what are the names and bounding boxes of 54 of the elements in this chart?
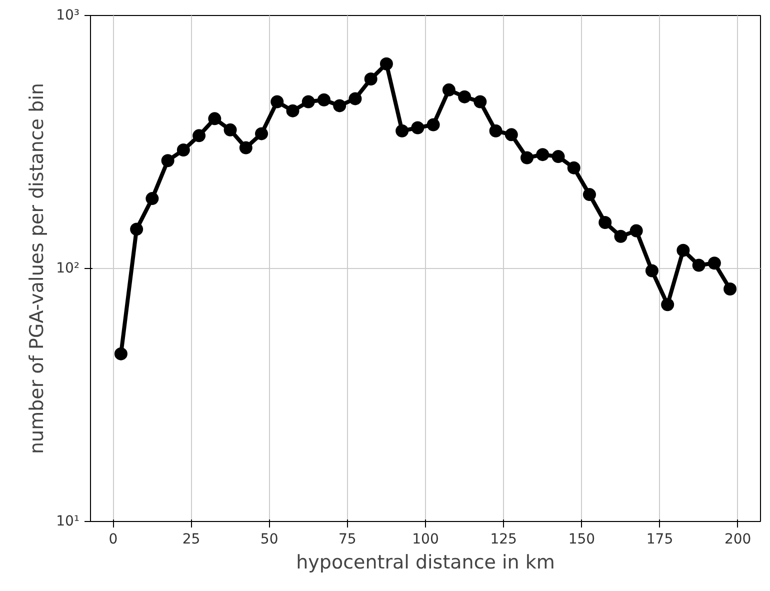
x-tick-label: 200 — [724, 532, 752, 548]
point — [614, 230, 628, 243]
y-tick-label: 10¹ — [56, 514, 80, 530]
point — [645, 264, 658, 278]
point — [114, 347, 128, 360]
point — [286, 104, 300, 118]
point — [661, 298, 674, 312]
x-tick-label: 100 — [412, 532, 439, 548]
point — [270, 95, 284, 108]
point — [489, 124, 502, 138]
y-axis-title: number of PGA-values per distance bin — [26, 82, 48, 454]
point — [192, 129, 206, 142]
point — [255, 127, 268, 140]
point — [333, 99, 346, 112]
y-tick-label: 10² — [56, 260, 80, 276]
point — [504, 128, 518, 142]
point — [567, 161, 580, 174]
point — [411, 121, 424, 134]
point — [380, 57, 393, 70]
x-tick-label: 25 — [182, 532, 200, 548]
point — [724, 282, 737, 296]
point — [426, 118, 440, 132]
x-tick-label: 150 — [568, 532, 596, 548]
x-tick-label: 50 — [260, 532, 278, 548]
point — [630, 224, 643, 238]
x-tick-label: 0 — [108, 532, 118, 548]
point — [582, 188, 596, 202]
x-tick-label: 75 — [338, 532, 356, 548]
point — [208, 112, 222, 126]
x-tick-label: 125 — [490, 532, 517, 548]
y-tick-label: 10³ — [56, 8, 80, 24]
point — [676, 244, 690, 257]
point — [520, 151, 534, 164]
point — [348, 92, 362, 106]
x-tick-label: 175 — [646, 532, 674, 548]
point — [692, 258, 706, 272]
point — [708, 256, 721, 270]
x-axis-title: hypocentral distance in km — [296, 552, 555, 574]
point — [396, 124, 409, 138]
point — [302, 95, 315, 108]
point — [239, 141, 252, 154]
point — [130, 222, 144, 236]
point — [598, 216, 612, 229]
point — [317, 93, 330, 106]
point — [536, 148, 550, 162]
point — [146, 192, 159, 206]
point — [176, 144, 190, 156]
point — [474, 95, 487, 108]
point — [442, 83, 456, 96]
point — [364, 72, 378, 86]
point — [224, 123, 237, 136]
point — [552, 150, 565, 164]
point — [458, 90, 472, 104]
point — [161, 154, 174, 168]
